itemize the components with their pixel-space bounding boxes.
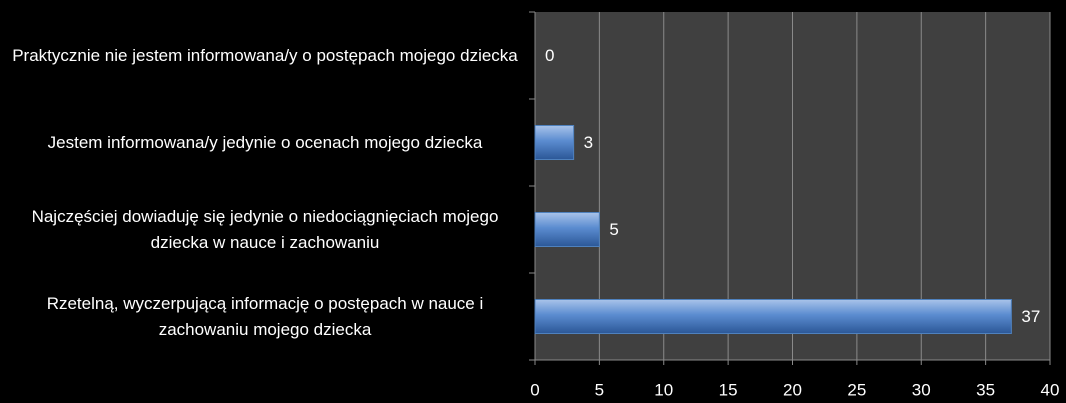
x-tick-label: 5 (595, 380, 604, 399)
x-tick-label: 40 (1041, 380, 1060, 399)
y-tick-label: Jestem informowana/y jedynie o ocenach m… (47, 132, 483, 152)
bar (534, 299, 1012, 334)
category-label-box: Najczęściej dowiaduję się jedynie o nied… (31, 207, 499, 252)
x-tick-label: 0 (530, 380, 539, 399)
x-tick-label: 10 (654, 380, 673, 399)
y-tick-label: Rzetelną, wyczerpującą informację o post… (46, 294, 484, 339)
data-label: 0 (545, 46, 554, 65)
data-label: 3 (584, 133, 593, 152)
x-tick-label: 30 (912, 380, 931, 399)
y-tick-label: Praktycznie nie jestem informowana/y o p… (12, 45, 518, 65)
bar (534, 125, 575, 160)
data-label: 37 (1021, 307, 1040, 326)
category-label-box: Rzetelną, wyczerpującą informację o post… (46, 294, 484, 339)
x-tick-label: 35 (976, 380, 995, 399)
category-label-box: Praktycznie nie jestem informowana/y o p… (12, 45, 518, 65)
data-label: 5 (609, 220, 618, 239)
x-tick-label: 25 (847, 380, 866, 399)
x-tick-label: 15 (719, 380, 738, 399)
y-tick-label: Najczęściej dowiaduję się jedynie o nied… (31, 207, 499, 252)
x-tick-label: 20 (783, 380, 802, 399)
bar (534, 212, 600, 247)
category-label-box: Jestem informowana/y jedynie o ocenach m… (47, 132, 483, 152)
